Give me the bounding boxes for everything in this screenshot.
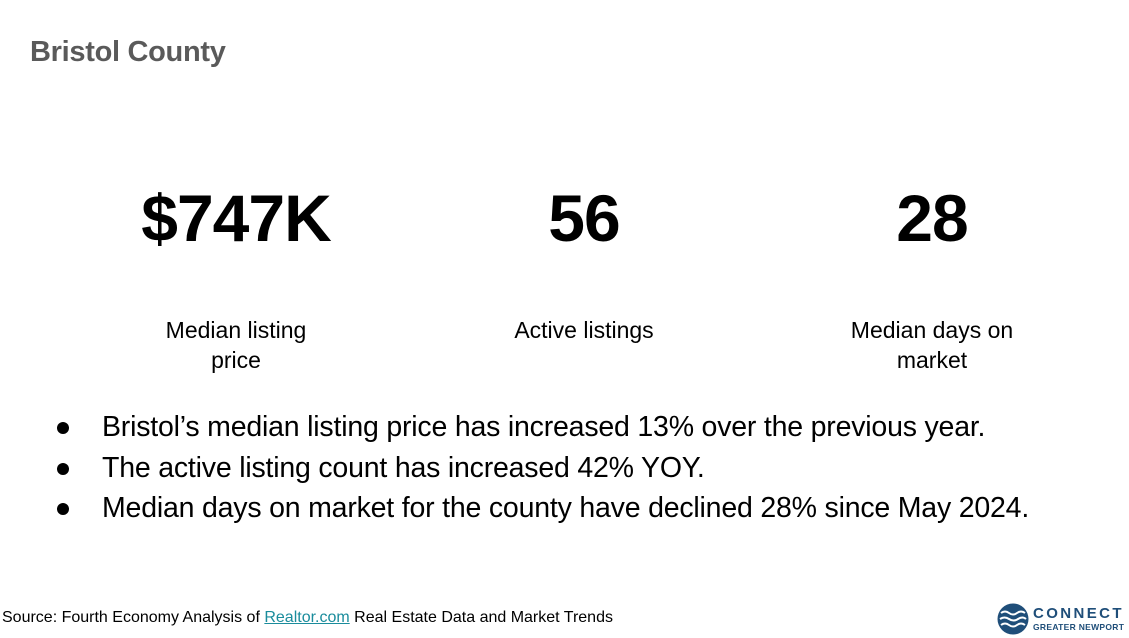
stat-median-listing-price: $747K Median listing price	[86, 181, 386, 373]
stat-label-line: market	[896, 347, 968, 373]
list-item: Bristol’s median listing price has incre…	[0, 407, 1029, 448]
list-item: Median days on market for the county hav…	[0, 488, 1029, 529]
bullet-dot-icon	[57, 503, 69, 515]
list-item: The active listing count has increased 4…	[0, 448, 1029, 489]
stat-label: Median days on market	[782, 315, 1082, 375]
logo-wordmark-primary: CONNECT	[1033, 605, 1124, 622]
stat-label-line: price	[211, 347, 261, 373]
source-link[interactable]: Realtor.com	[264, 609, 350, 626]
bullet-text: Bristol’s median listing price has incre…	[102, 411, 986, 443]
source-prefix: Source: Fourth Economy Analysis of	[2, 609, 265, 626]
bullet-text: Median days on market for the county hav…	[102, 492, 1030, 524]
stat-label: Active listings	[434, 315, 734, 345]
stat-value: 28	[896, 181, 968, 255]
logo: CONNECT GREATER NEWPORT	[997, 603, 1127, 635]
bullet-dot-icon	[57, 462, 69, 475]
stat-value: $747K	[141, 181, 332, 255]
stat-value: 56	[548, 181, 620, 255]
stat-label-line: Median days on	[850, 317, 1014, 343]
stat-label-line: Median listing	[165, 317, 307, 343]
bullet-dot-icon	[57, 422, 69, 434]
stat-label: Median listing price	[86, 315, 386, 375]
waves-icon	[997, 603, 1029, 635]
bullet-text: The active listing count has increased 4…	[102, 451, 705, 484]
logo-wordmark-secondary: GREATER NEWPORT	[1033, 622, 1125, 632]
source-note: Source: Fourth Economy Analysis of Realt…	[2, 609, 613, 627]
page-title: Bristol County	[30, 36, 226, 68]
stat-label-line: Active listings	[514, 317, 654, 343]
stat-active-listings: 56 Active listings	[434, 181, 734, 343]
stat-median-days-on-market: 28 Median days on market	[782, 181, 1082, 373]
source-suffix: Real Estate Data and Market Trends	[349, 609, 613, 626]
bullet-list: Bristol’s median listing price has incre…	[0, 407, 1029, 529]
